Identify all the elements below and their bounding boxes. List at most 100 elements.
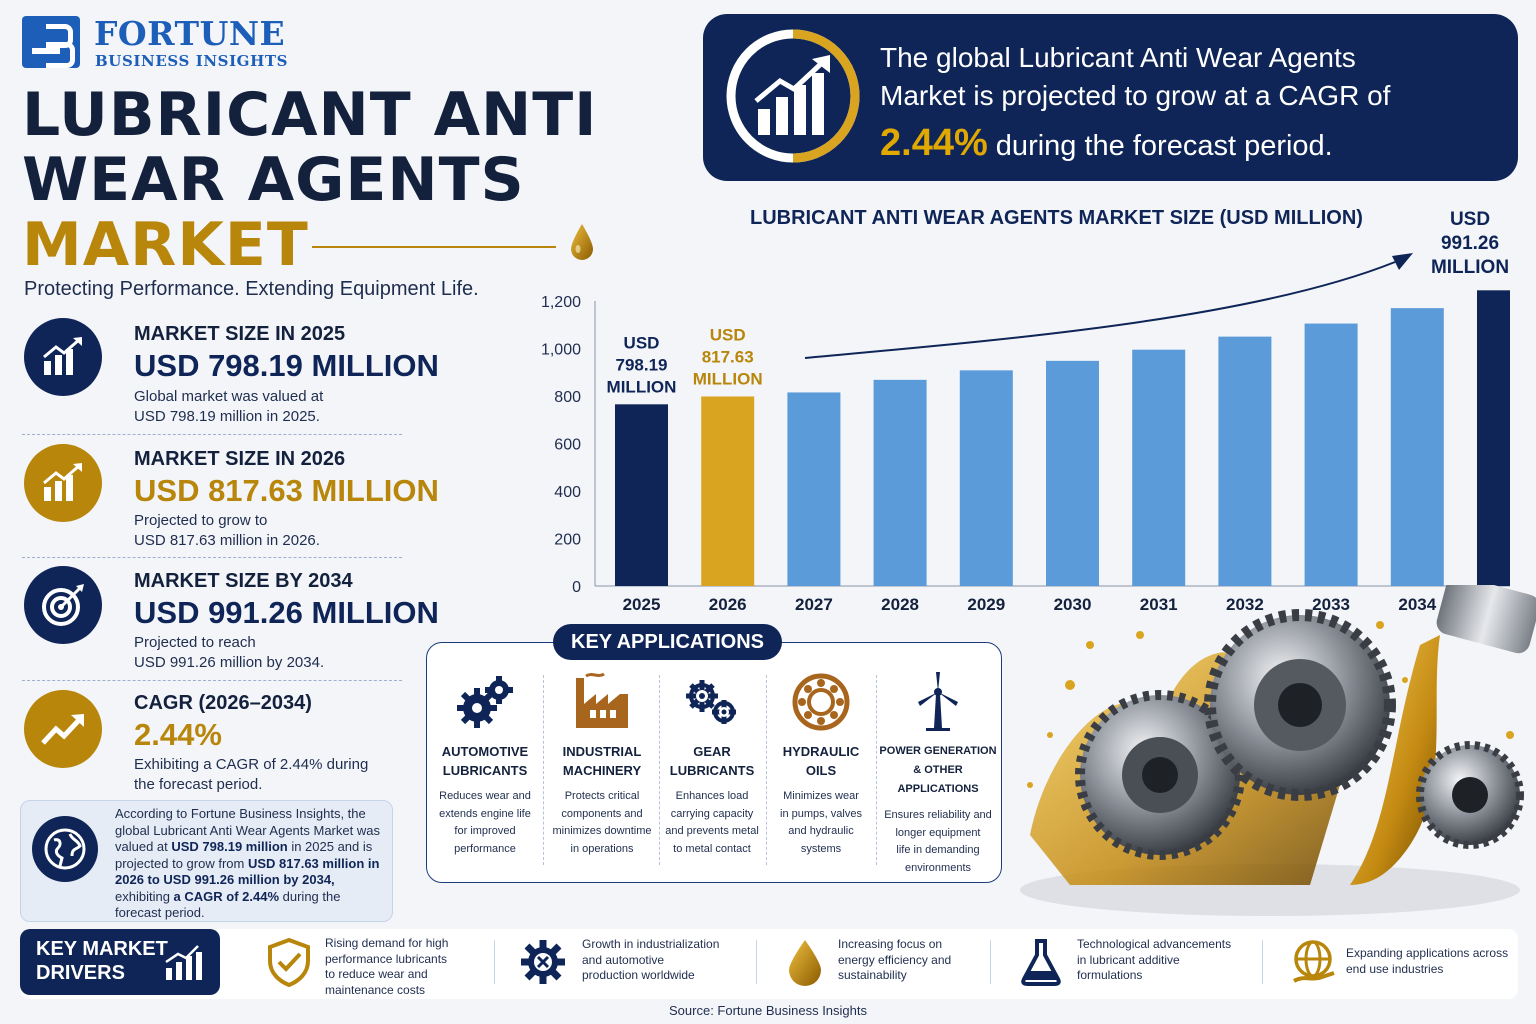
- bar-growth-icon: [24, 444, 102, 522]
- bar: [1132, 349, 1186, 586]
- stat-label: MARKET SIZE IN 2026: [134, 448, 346, 470]
- driver-text: Rising demand for high performance lubric…: [325, 936, 449, 997]
- driver-text: Technological advancements in lubricant a…: [1077, 937, 1232, 982]
- bar: [1477, 290, 1510, 586]
- info-text: According to Fortune Business Insights, …: [115, 806, 380, 920]
- stat-desc: Global market was valued at USD 798.19 mi…: [134, 388, 324, 425]
- x-tick-label: 2028: [881, 595, 919, 614]
- bar: [1046, 360, 1099, 586]
- tagline: Protecting Performance. Extending Equipm…: [24, 278, 479, 300]
- y-tick-label: 1,000: [541, 342, 581, 359]
- y-tick-label: 1,200: [541, 294, 581, 311]
- globe-hand-icon: [1292, 940, 1335, 983]
- bar: [701, 396, 755, 586]
- wind-turbine-icon: [906, 670, 970, 734]
- data-label: MILLION: [607, 377, 677, 396]
- x-tick-label: 2029: [967, 595, 1005, 614]
- fortune-logo-icon: [22, 16, 80, 68]
- divider: [22, 680, 402, 681]
- divider: [22, 434, 402, 435]
- market-size-chart: 0 200 400 600 800 1,000 1,200 2025 2026 2027 2028 2…: [541, 253, 1510, 614]
- growth-ring-icon: [726, 29, 860, 163]
- driver-text: Expanding applications across end use ind…: [1346, 946, 1509, 976]
- bar: [1218, 336, 1272, 586]
- target-icon: [24, 566, 102, 644]
- y-tick-label: 800: [554, 389, 581, 406]
- trend-arrow: [804, 261, 1396, 359]
- y-tick-label: 600: [554, 437, 581, 454]
- data-label: USD: [710, 325, 746, 344]
- x-tick-label: 2034: [1398, 595, 1436, 614]
- flask-icon: [1021, 939, 1061, 986]
- application-item: GEAR LUBRICANTS Enhances load carrying cap…: [662, 670, 762, 858]
- x-tick-label: 2025: [623, 595, 661, 614]
- oil-drop-icon: [571, 224, 593, 260]
- title-divider: [312, 246, 556, 248]
- bar: [1304, 323, 1358, 586]
- data-label: 798.19: [616, 355, 668, 374]
- y-tick-label: 200: [554, 532, 581, 549]
- divider: [22, 557, 402, 558]
- brand-name: FORTUNE: [94, 14, 286, 53]
- x-tick-label: 2031: [1140, 595, 1178, 614]
- data-label: MILLION: [693, 369, 763, 388]
- x-tick-label: 2026: [709, 595, 747, 614]
- bar: [873, 379, 927, 586]
- application-item: HYDRAULIC OILS Minimizes wear in pumps, va…: [770, 670, 872, 858]
- stat-desc: Exhibiting a CAGR of 2.44% during the for…: [134, 756, 369, 793]
- trend-arrow-icon: [24, 690, 102, 768]
- stat-value: USD 817.63 MILLION: [134, 473, 439, 508]
- y-tick-label: 400: [554, 484, 581, 501]
- brand-sub: BUSINESS INSIGHTS: [95, 52, 289, 70]
- x-tick-label: 2033: [1312, 595, 1350, 614]
- driver-text: Increasing focus on energy efficiency and…: [838, 937, 952, 982]
- banner-line-3: 2.44% during the forecast period.: [880, 122, 1333, 164]
- title-line-1: LUBRICANT ANTI: [22, 80, 598, 150]
- bar-growth-icon: [165, 945, 202, 980]
- stat-label: CAGR (2026–2034): [134, 692, 312, 714]
- gears-oil-illustration: [1020, 585, 1536, 916]
- stat-label: MARKET SIZE BY 2034: [134, 570, 353, 592]
- stat-value: USD 991.26 MILLION: [134, 595, 439, 630]
- shield-check-icon: [268, 937, 310, 987]
- stat-label: MARKET SIZE IN 2025: [134, 323, 346, 345]
- banner-line-2: Market is projected to grow at a CAGR of: [880, 80, 1391, 111]
- factory-icon: [570, 670, 634, 734]
- title-line-3: MARKET: [22, 210, 309, 280]
- x-tick-label: 2030: [1054, 595, 1092, 614]
- stat-value: USD 798.19 MILLION: [134, 348, 439, 383]
- globe-icon: [32, 816, 98, 882]
- banner-line-1: The global Lubricant Anti Wear Agents: [880, 42, 1356, 73]
- end-data-label: USD 991.26 MILLION: [1430, 209, 1510, 278]
- oil-drop-icon: [789, 940, 821, 986]
- bar-growth-icon: [24, 318, 102, 396]
- title-line-2: WEAR AGENTS: [22, 145, 525, 215]
- application-item: INDUSTRIAL MACHINERY Protects critical com…: [548, 670, 656, 858]
- bar: [787, 392, 841, 586]
- applications-heading: KEY APPLICATIONS: [553, 624, 782, 660]
- gear-pair-icon: [680, 670, 744, 734]
- drivers-heading-line-1: KEY MARKET: [36, 938, 168, 960]
- stat-value: 2.44%: [134, 717, 222, 752]
- application-item: AUTOMOTIVE LUBRICANTS Reduces wear and ext…: [432, 670, 538, 858]
- trend-arrow-head: [1392, 253, 1413, 270]
- stat-desc: Projected to reach USD 991.26 million by …: [134, 634, 325, 671]
- bar: [1390, 308, 1444, 586]
- gear-tools-icon: [521, 940, 565, 984]
- data-label: USD: [624, 333, 660, 352]
- x-tick-label: 2032: [1226, 595, 1264, 614]
- application-item: POWER GENERATION & OTHER APPLICATIONS Ens…: [878, 670, 998, 877]
- bar: [615, 404, 668, 586]
- source-note: Source: Fortune Business Insights: [669, 1003, 867, 1018]
- stat-desc: Projected to grow to USD 817.63 million i…: [134, 512, 320, 549]
- y-tick-label: 0: [572, 579, 581, 596]
- driver-text: Growth in industrialization and automotiv…: [582, 937, 720, 982]
- drivers-heading-line-2: DRIVERS: [36, 962, 125, 984]
- bar: [959, 370, 1013, 586]
- bearing-icon: [789, 670, 853, 734]
- data-label: 817.63: [702, 347, 754, 366]
- gears-icon: [453, 670, 517, 734]
- x-tick-label: 2027: [795, 595, 833, 614]
- cagr-banner: [703, 14, 1518, 181]
- chart-title: LUBRICANT ANTI WEAR AGENTS MARKET SIZE (…: [750, 207, 1363, 229]
